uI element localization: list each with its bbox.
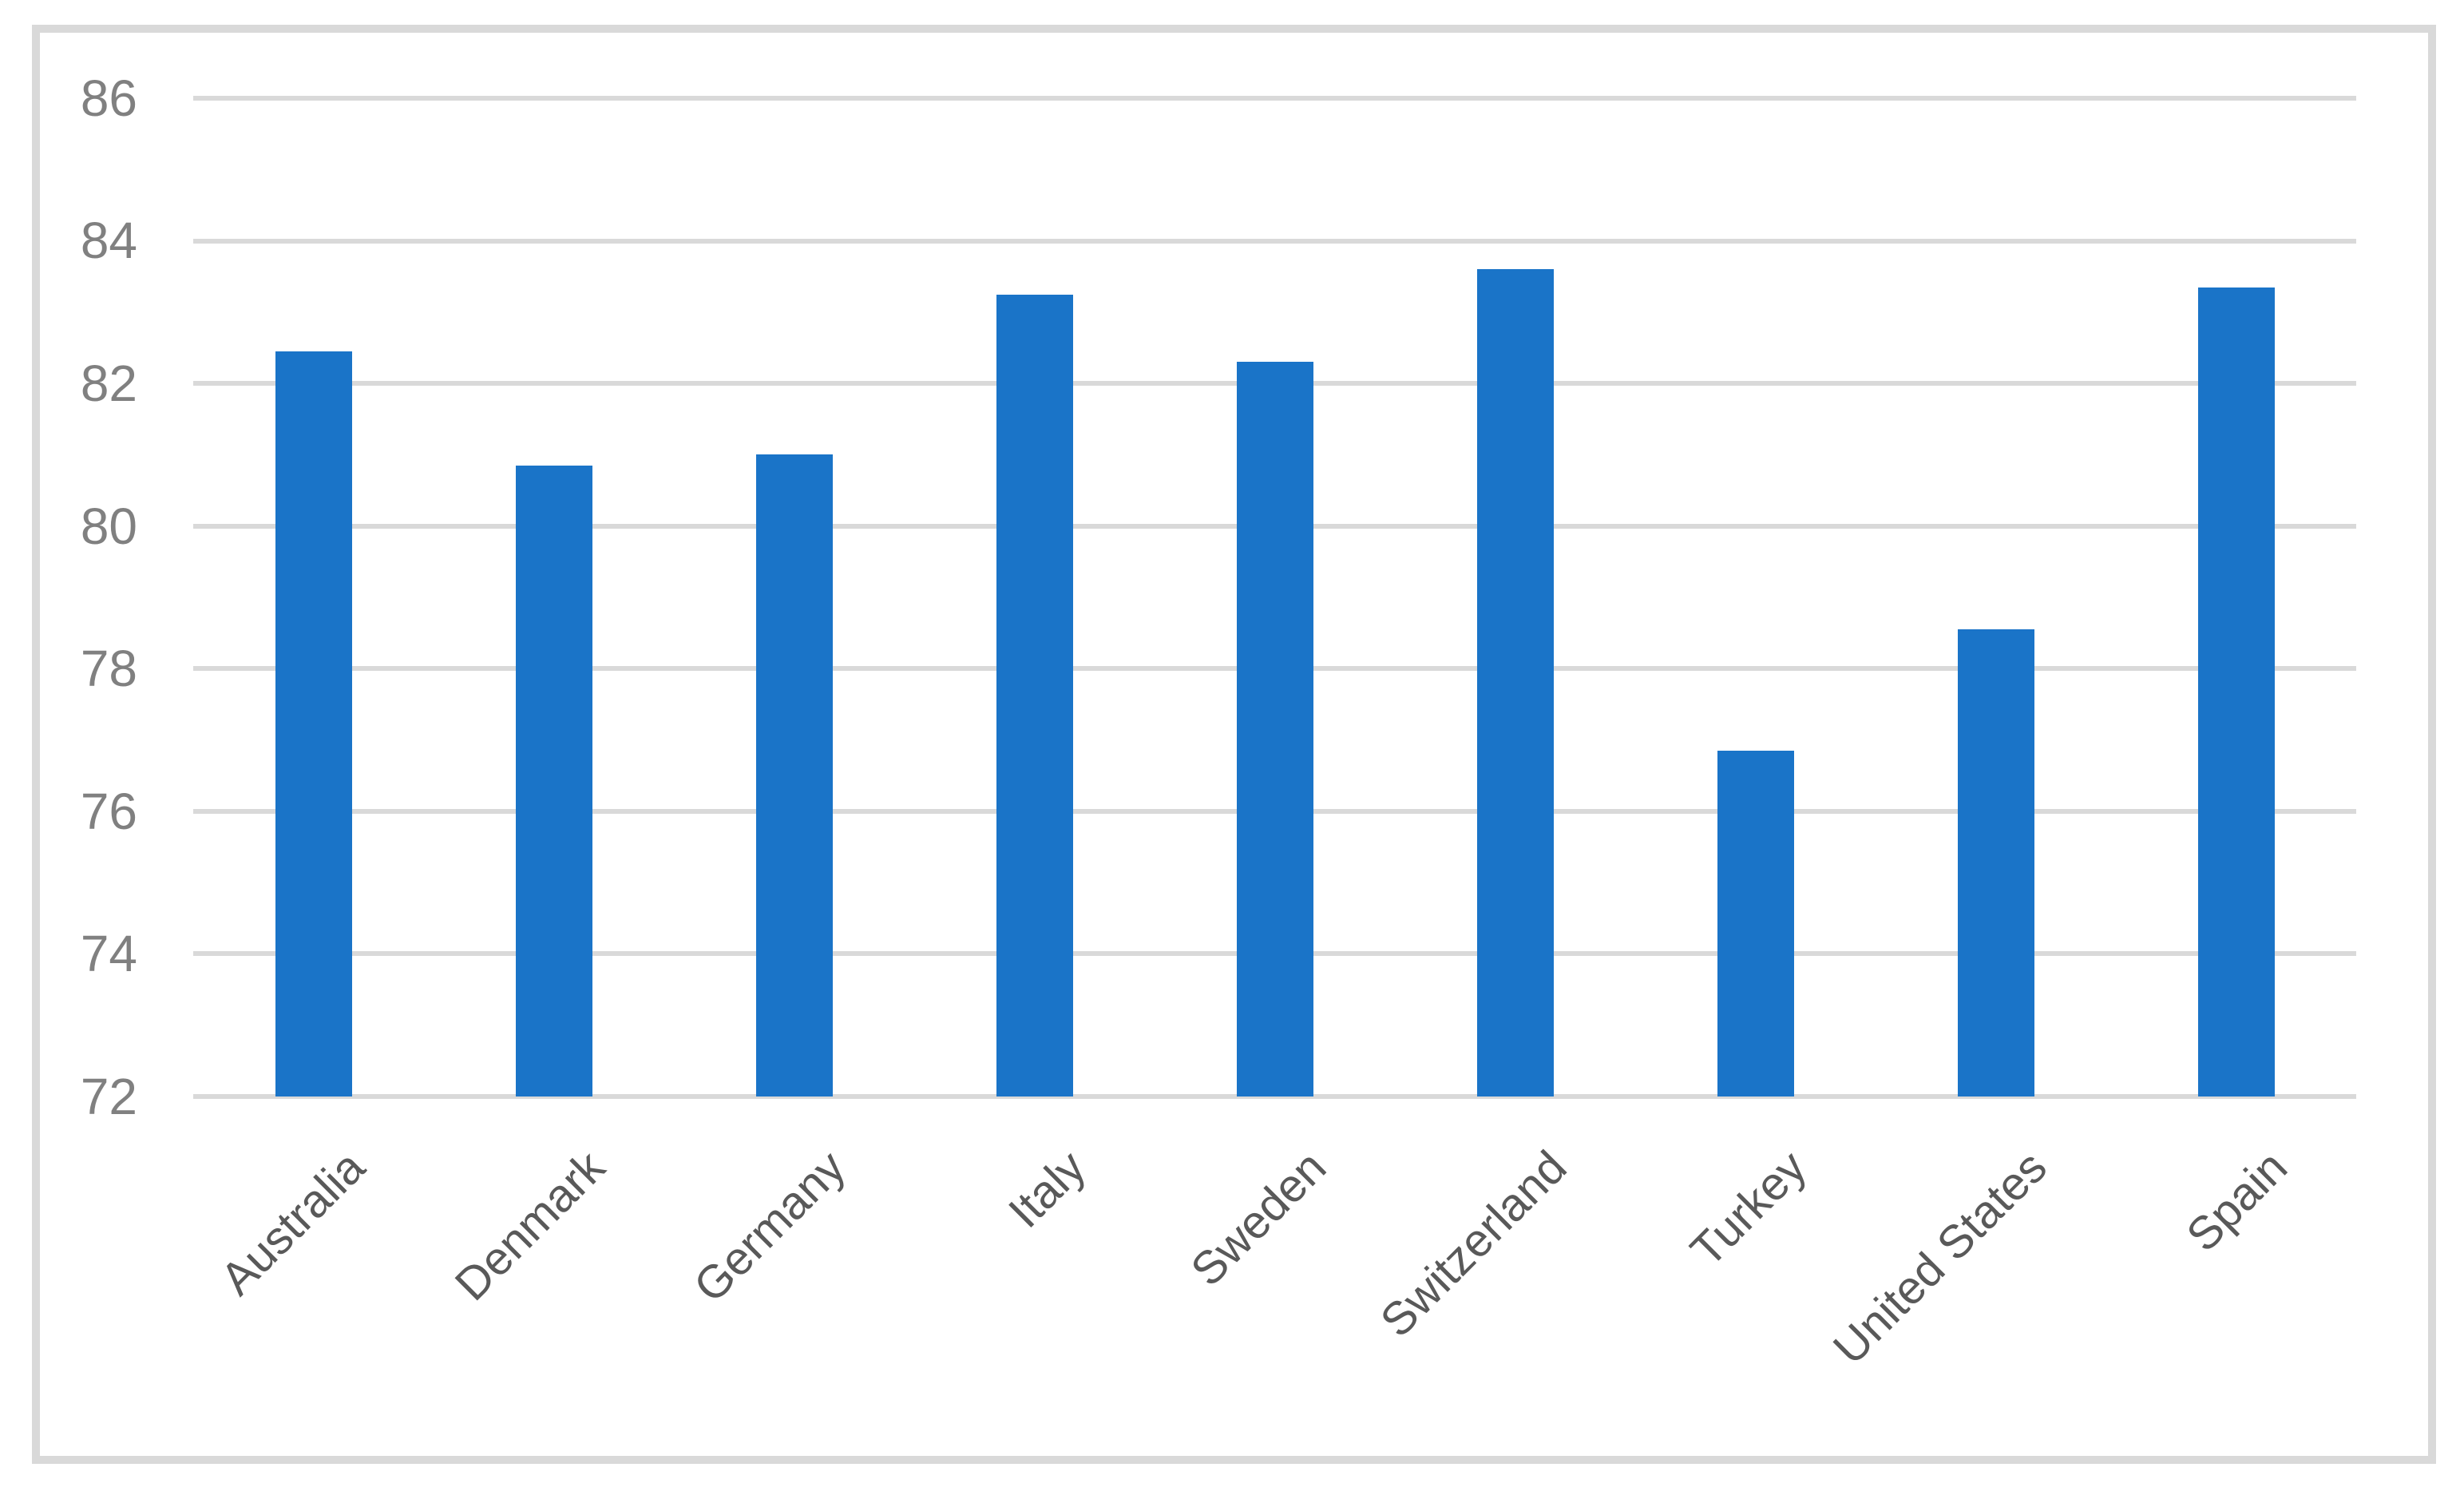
bar-switzerland bbox=[1476, 269, 1554, 1096]
y-axis-tick-label: 74 bbox=[80, 925, 137, 983]
bar-spain bbox=[2197, 287, 2275, 1096]
bar-australia bbox=[275, 351, 352, 1096]
bar-united-states bbox=[1957, 629, 2034, 1096]
x-axis-line bbox=[193, 1094, 2356, 1099]
bar-germany bbox=[755, 454, 833, 1096]
y-axis-tick-label: 76 bbox=[80, 782, 137, 840]
bar-denmark bbox=[515, 465, 592, 1096]
gridline bbox=[193, 238, 2356, 244]
bar-turkey bbox=[1717, 750, 1794, 1096]
y-axis-tick-label: 80 bbox=[80, 497, 137, 555]
y-axis-tick-label: 72 bbox=[80, 1067, 137, 1125]
y-axis-tick-label: 82 bbox=[80, 354, 137, 412]
gridline bbox=[193, 96, 2356, 101]
y-axis-tick-label: 84 bbox=[80, 212, 137, 270]
bar-sweden bbox=[1236, 362, 1313, 1096]
y-axis-tick-label: 78 bbox=[80, 640, 137, 698]
y-axis-tick-label: 86 bbox=[80, 69, 137, 127]
chart-area[interactable] bbox=[32, 25, 2436, 1464]
bar-italy bbox=[996, 294, 1073, 1096]
